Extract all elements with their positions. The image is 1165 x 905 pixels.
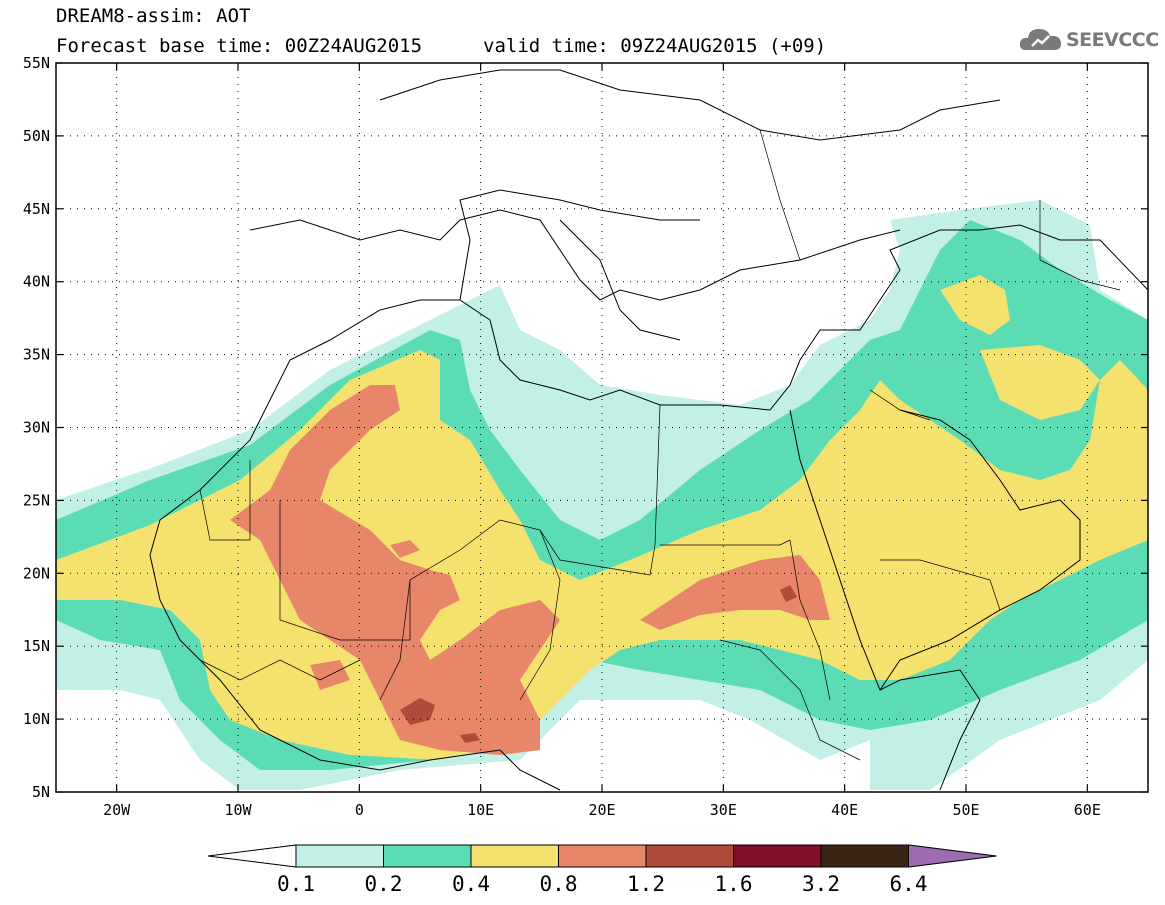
lat-tick-label: 15N xyxy=(23,637,50,655)
aot-field xyxy=(56,200,1148,790)
lon-tick-label: 0 xyxy=(355,801,364,819)
colorbar-label: 1.6 xyxy=(714,872,753,896)
lon-tick-label: 60E xyxy=(1074,801,1101,819)
colorbar-label: 6.4 xyxy=(889,872,928,896)
lon-tick-label: 50E xyxy=(952,801,979,819)
seevccc-logo: SEEVCCC xyxy=(1018,24,1159,56)
lon-tick-label: 40E xyxy=(831,801,858,819)
colorbar-swatch xyxy=(470,844,559,868)
lon-tick-label: 10E xyxy=(467,801,494,819)
lat-tick-label: 25N xyxy=(23,491,50,509)
axis-ticks: 20W 10W 0 10E 20E 30E 40E 50E 60E 5N 10N 15N 20N 25N 3… xyxy=(23,54,1148,819)
country-borders xyxy=(199,129,1121,761)
colorbar-label: 0.8 xyxy=(539,872,578,896)
colorbar-label: 1.2 xyxy=(627,872,665,896)
lon-tick-label: 20W xyxy=(103,801,131,819)
colorbar-swatch xyxy=(558,844,647,868)
lat-tick-label: 55N xyxy=(23,54,50,72)
lon-tick-label: 20E xyxy=(588,801,615,819)
lat-tick-label: 50N xyxy=(23,127,50,145)
colorbar-label: 3.2 xyxy=(802,872,840,896)
colorbar-label: 0.1 xyxy=(277,872,315,896)
lat-tick-label: 35N xyxy=(23,346,50,364)
lat-tick-label: 45N xyxy=(23,200,50,218)
lat-tick-label: 40N xyxy=(23,273,50,291)
colorbar-swatch xyxy=(295,844,384,868)
colorbar-label: 0.4 xyxy=(452,872,490,896)
colorbar-swatch xyxy=(733,844,822,868)
lat-tick-label: 20N xyxy=(23,564,50,582)
forecast-base-time: Forecast base time: 00Z24AUG2015 xyxy=(56,35,423,57)
colorbar-low-arrow xyxy=(207,844,297,868)
lon-tick-label: 30E xyxy=(710,801,737,819)
lat-tick-label: 30N xyxy=(23,419,50,437)
valid-time: valid time: 09Z24AUG2015 (+09) xyxy=(483,35,827,57)
colorbar-high-arrow xyxy=(908,844,997,868)
logo-text: SEEVCCC xyxy=(1066,29,1159,51)
lon-tick-label: 10W xyxy=(224,801,252,819)
colorbar-swatch xyxy=(645,844,734,868)
coastlines xyxy=(149,69,1148,791)
cloud-icon xyxy=(1019,29,1061,50)
map-title: DREAM8-assim: AOT xyxy=(56,5,251,27)
colorbar-swatch xyxy=(820,844,909,868)
colorbar-label: 0.2 xyxy=(364,872,403,896)
lat-tick-label: 10N xyxy=(23,710,50,728)
colorbar-swatch xyxy=(383,844,472,868)
lat-tick-label: 5N xyxy=(32,783,50,801)
